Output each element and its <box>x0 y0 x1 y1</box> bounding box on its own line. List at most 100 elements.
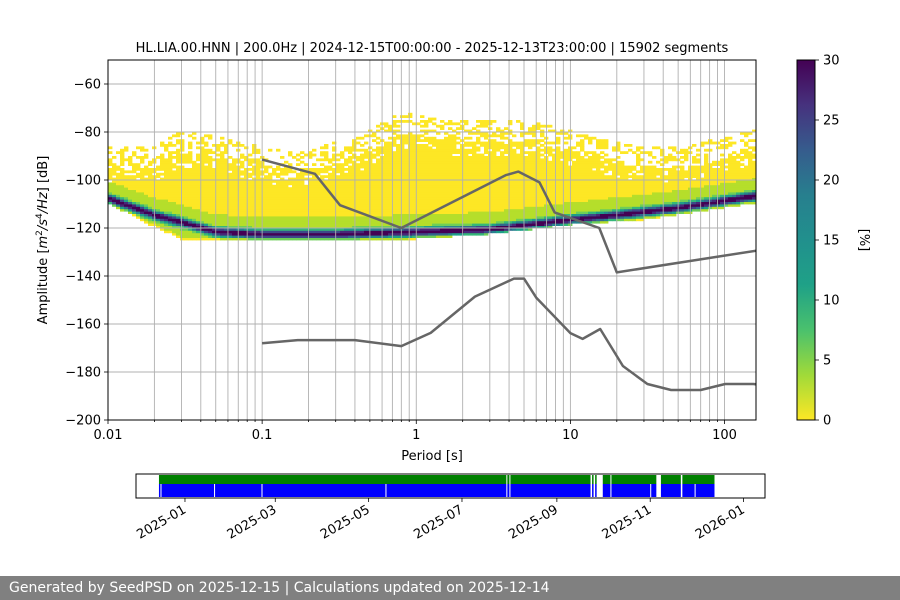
psd-cell <box>592 165 597 169</box>
psd-cell <box>672 165 677 169</box>
psd-cell <box>116 206 121 210</box>
psd-cell <box>172 218 177 222</box>
psd-cell <box>384 129 389 133</box>
psd-cell <box>164 230 169 234</box>
psd-cell <box>188 175 193 178</box>
psd-cell <box>396 208 401 212</box>
psd-cell <box>408 206 413 210</box>
psd-cell <box>524 220 529 224</box>
psd-cell <box>692 199 697 202</box>
psd-cell <box>180 139 185 142</box>
psd-cell <box>620 196 625 200</box>
psd-cell <box>320 192 325 195</box>
psd-cell <box>580 160 585 164</box>
psd-cell <box>220 163 225 166</box>
psd-cell <box>164 146 169 150</box>
psd-cell <box>372 225 377 229</box>
psd-cell <box>400 153 405 157</box>
psd-cell <box>460 139 465 142</box>
psd-cell <box>280 225 285 229</box>
psd-cell <box>384 168 389 171</box>
psd-cell <box>324 211 329 214</box>
psd-cell <box>436 206 441 210</box>
psd-cell <box>268 223 273 226</box>
psd-cell <box>312 220 317 224</box>
psd-cell <box>136 163 141 166</box>
psd-cell <box>420 151 425 154</box>
psd-cell <box>412 208 417 212</box>
psd-cell <box>216 225 221 229</box>
psd-cell <box>196 170 201 174</box>
psd-cell <box>356 194 361 198</box>
psd-cell <box>348 180 353 183</box>
psd-cell <box>412 182 417 186</box>
psd-cell <box>452 160 457 164</box>
psd-cell <box>112 168 117 171</box>
psd-cell <box>116 184 121 188</box>
psd-cell <box>144 208 149 212</box>
psd-cell <box>296 228 301 231</box>
psd-cell <box>452 184 457 188</box>
psd-cell <box>276 184 281 188</box>
psd-cell <box>452 228 457 231</box>
psd-cell <box>124 208 129 212</box>
psd-cell <box>580 216 585 219</box>
psd-cell <box>160 225 165 229</box>
psd-cell <box>156 220 161 224</box>
psd-cell <box>288 177 293 181</box>
psd-cell <box>440 168 445 171</box>
psd-cell <box>596 220 601 224</box>
psd-cell <box>644 180 649 183</box>
psd-cell <box>540 204 545 207</box>
psd-cell <box>384 237 389 241</box>
psd-cell <box>384 184 389 188</box>
psd-cell <box>584 163 589 166</box>
psd-cell <box>256 211 261 214</box>
psd-cell <box>232 192 237 195</box>
psd-cell <box>416 180 421 183</box>
psd-cell <box>168 156 173 159</box>
psd-cell <box>440 144 445 147</box>
psd-cell <box>124 206 129 210</box>
psd-cell <box>416 228 421 231</box>
psd-cell <box>584 216 589 219</box>
psd-cell <box>312 192 317 195</box>
psd-cell <box>332 141 337 145</box>
psd-cell <box>536 206 541 210</box>
psd-cell <box>540 196 545 200</box>
psd-cell <box>288 196 293 200</box>
psd-cell <box>308 172 313 176</box>
psd-cell <box>280 156 285 159</box>
psd-cell <box>660 180 665 183</box>
psd-cell <box>596 170 601 174</box>
psd-cell <box>204 213 209 217</box>
psd-cell <box>516 168 521 171</box>
psd-cell <box>392 177 397 181</box>
psd-cell <box>196 216 201 219</box>
psd-cell <box>540 175 545 178</box>
psd-cell <box>564 132 569 135</box>
psd-cell <box>232 230 237 234</box>
psd-cell <box>192 175 197 178</box>
psd-cell <box>160 206 165 210</box>
psd-cell <box>180 165 185 169</box>
psd-cell <box>436 192 441 195</box>
psd-cell <box>204 180 209 183</box>
psd-cell <box>668 158 673 162</box>
psd-cell <box>220 172 225 176</box>
psd-cell <box>360 213 365 217</box>
psd-cell <box>572 194 577 198</box>
psd-cell <box>180 204 185 207</box>
psd-cell <box>304 163 309 166</box>
psd-cell <box>640 201 645 205</box>
psd-cell <box>456 160 461 164</box>
psd-cell <box>204 151 209 154</box>
psd-cell <box>504 194 509 198</box>
psd-cell <box>180 237 185 241</box>
psd-cell <box>608 168 613 171</box>
psd-cell <box>356 228 361 231</box>
psd-cell <box>384 151 389 154</box>
psd-cell <box>604 213 609 217</box>
psd-cell <box>328 158 333 162</box>
psd-cell <box>448 184 453 188</box>
